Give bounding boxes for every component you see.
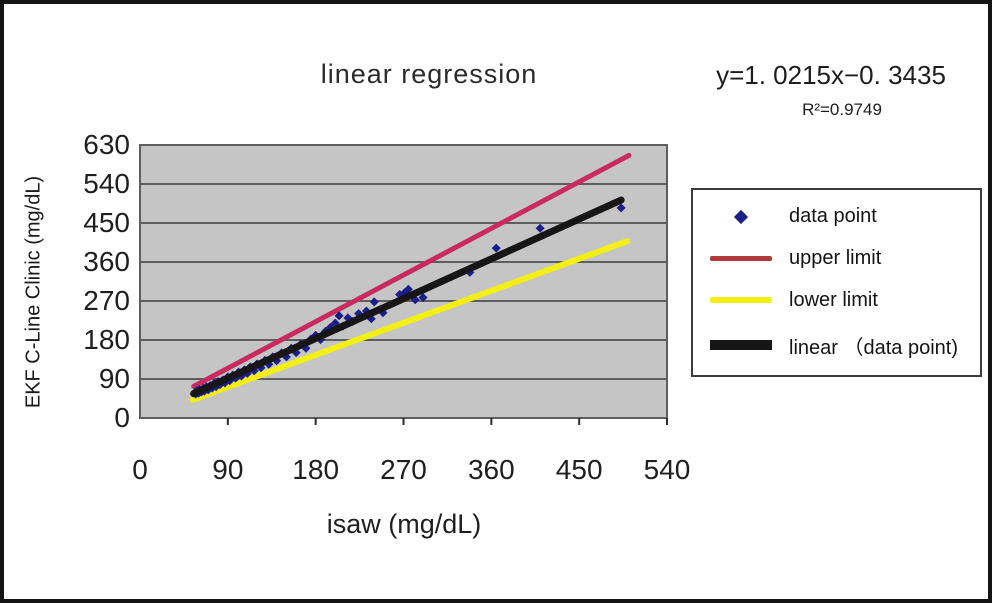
plot-area xyxy=(140,145,667,418)
scatter-point xyxy=(491,243,501,253)
chart-title: linear regression xyxy=(320,59,538,89)
scatter-point xyxy=(403,284,413,294)
scatter-point xyxy=(616,203,626,213)
y-tick-label: 270 xyxy=(83,285,130,316)
y-tick-label: 450 xyxy=(83,207,130,238)
scatter-point xyxy=(418,293,428,303)
x-axis-title: isaw (mg/dL) xyxy=(326,509,482,539)
y-tick-label: 540 xyxy=(83,168,130,199)
linear-fit-line-icon xyxy=(710,340,772,351)
x-tick-label: 270 xyxy=(380,454,427,485)
y-tick-label: 180 xyxy=(83,324,130,355)
x-tick-label: 90 xyxy=(212,454,244,485)
legend-item-upper-limit: upper limit xyxy=(693,247,980,270)
legend-label-data-point: data point xyxy=(789,205,877,228)
plot-canvas xyxy=(139,144,668,425)
lower-limit-line-icon xyxy=(710,297,772,304)
diamond-marker-icon xyxy=(733,209,749,224)
y-tick-label: 90 xyxy=(98,363,130,394)
y-tick-label: 630 xyxy=(83,129,130,160)
upper-limit-line xyxy=(191,152,632,389)
y-tick-label: 0 xyxy=(114,402,130,433)
y-axis-title: EKF C-Line Clinic (mg/dL) xyxy=(22,175,45,409)
r-squared-value: R²=0.9749 xyxy=(802,100,882,119)
legend-item-lower-limit: lower limit xyxy=(693,289,980,312)
regression-equation: y=1. 0215x−0. 3435 xyxy=(716,60,946,90)
scatter-point xyxy=(334,311,344,321)
legend-item-linear-fit: linear （data point) xyxy=(693,331,980,360)
y-tick-label: 360 xyxy=(83,246,130,277)
legend-label-lower-limit: lower limit xyxy=(789,288,878,311)
x-tick-label: 360 xyxy=(467,454,515,485)
legend-box: data point upper limit lower limit linea… xyxy=(691,188,982,377)
x-tick-label: 450 xyxy=(555,454,603,485)
legend-item-data-point: data point xyxy=(693,205,980,228)
x-tick-label: 180 xyxy=(292,454,340,485)
x-tick-label: 540 xyxy=(643,454,691,485)
lower-limit-line xyxy=(189,238,630,403)
legend-label-upper-limit: upper limit xyxy=(789,247,882,270)
legend-label-linear-fit: linear （data point) xyxy=(789,336,958,359)
x-tick-label: 0 xyxy=(132,454,148,485)
linear-data-point-line xyxy=(190,196,625,398)
scatter-point xyxy=(369,297,379,307)
scatter-point xyxy=(535,223,545,233)
upper-limit-line-icon xyxy=(710,256,772,262)
